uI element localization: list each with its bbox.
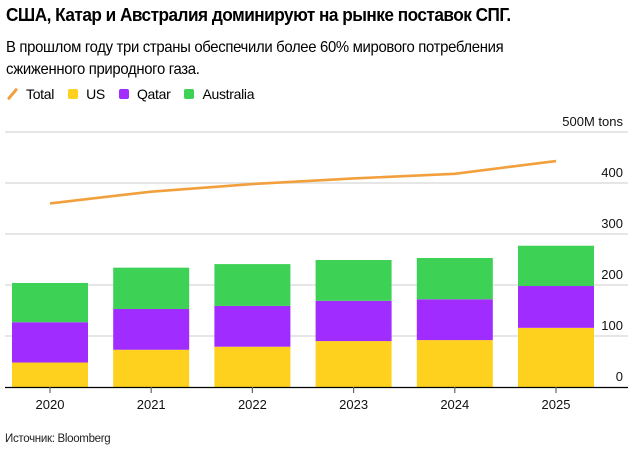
- bar-segment-australia: [315, 260, 392, 301]
- bar-segment-qatar: [416, 299, 493, 341]
- bar-segment-australia: [12, 282, 88, 323]
- legend-swatch-icon: [118, 89, 129, 99]
- legend: Total US Qatar Australia: [6, 86, 268, 102]
- bar-segment-us: [416, 340, 493, 387]
- total-line-layer: [49, 159, 557, 205]
- legend-item-total: Total: [6, 86, 54, 102]
- bar-segment-qatar: [113, 308, 190, 350]
- total-line: [49, 159, 557, 205]
- x-tick-label: 2025: [542, 397, 571, 412]
- y-tick-label: 100: [601, 318, 623, 333]
- bar-segment-qatar: [214, 305, 291, 347]
- x-tick-label: 2021: [137, 397, 166, 412]
- bar-segment-qatar: [518, 286, 594, 328]
- y-tick-label: 0: [616, 369, 623, 384]
- y-tick-label: 200: [601, 267, 623, 282]
- legend-item-us: US: [68, 86, 105, 102]
- lng-chart: 2020 2021 2022 2023 2024 2025 0 100 200 300 400 50…: [5, 114, 628, 412]
- legend-label: Qatar: [136, 86, 171, 102]
- x-tick-label: 2020: [36, 397, 65, 412]
- bar-segment-us: [518, 327, 594, 387]
- bar-segment-australia: [416, 257, 493, 300]
- bar-segment-us: [315, 341, 392, 387]
- y-tick-label: 500M tons: [562, 114, 623, 129]
- legend-label: US: [86, 86, 105, 102]
- bar-segment-us: [12, 362, 88, 387]
- y-tick-label: 400: [601, 165, 623, 180]
- bar-segment-australia: [214, 264, 291, 306]
- chart-title: США, Катар и Австралия доминируют на рын…: [6, 4, 511, 25]
- y-tick-label: 300: [601, 216, 623, 231]
- bar-segment-australia: [113, 267, 190, 309]
- bar-segment-qatar: [12, 322, 88, 363]
- legend-line-icon: [6, 88, 18, 100]
- legend-label: Total: [26, 86, 55, 102]
- bar-segment-australia: [518, 245, 594, 287]
- legend-item-qatar: Qatar: [118, 86, 171, 102]
- x-tick-label: 2024: [440, 397, 469, 412]
- x-axis: 2020 2021 2022 2023 2024 2025: [5, 386, 628, 412]
- bars: [12, 245, 594, 387]
- bar-segment-us: [214, 346, 291, 387]
- bar-segment-us: [113, 349, 190, 387]
- legend-swatch-icon: [184, 89, 195, 99]
- legend-item-australia: Australia: [184, 86, 255, 102]
- legend-swatch-icon: [68, 89, 79, 99]
- x-tick-label: 2022: [238, 397, 267, 412]
- x-tick-label: 2023: [339, 397, 368, 412]
- y-axis-labels: 0 100 200 300 400 500M tons: [562, 114, 623, 384]
- chart-subtitle: В прошлом году три страны обеспечили бол…: [6, 39, 504, 78]
- legend-label: Australia: [202, 86, 255, 102]
- bar-segment-qatar: [315, 300, 392, 342]
- source-note: Источник: Bloomberg: [5, 433, 111, 445]
